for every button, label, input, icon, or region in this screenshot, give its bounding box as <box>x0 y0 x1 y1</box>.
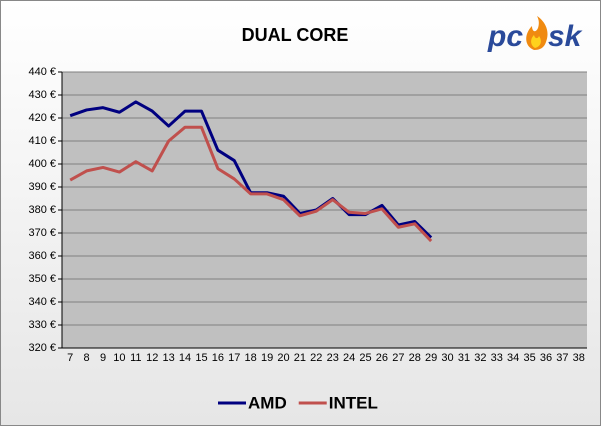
x-tick-label: 21 <box>294 352 306 364</box>
x-tick-label: 7 <box>67 352 73 364</box>
x-tick-label: 25 <box>359 352 371 364</box>
y-tick-label: 390 € <box>28 181 56 193</box>
x-tick-label: 12 <box>146 352 158 364</box>
y-tick-label: 360 € <box>28 250 56 262</box>
x-tick-label: 38 <box>573 352 585 364</box>
x-tick-label: 22 <box>310 352 322 364</box>
x-tick-label: 13 <box>163 352 175 364</box>
x-tick-label: 8 <box>84 352 90 364</box>
x-tick-label: 32 <box>474 352 486 364</box>
x-tick-label: 28 <box>409 352 421 364</box>
x-tick-label: 35 <box>523 352 535 364</box>
x-tick-label: 17 <box>228 352 240 364</box>
y-tick-label: 350 € <box>28 273 56 285</box>
y-tick-label: 320 € <box>28 342 56 354</box>
y-tick-label: 370 € <box>28 227 56 239</box>
x-tick-label: 14 <box>179 352 191 364</box>
logo-right: sk <box>548 20 583 53</box>
x-tick-label: 30 <box>441 352 453 364</box>
x-tick-label: 36 <box>540 352 552 364</box>
y-tick-label: 340 € <box>28 296 56 308</box>
x-tick-label: 10 <box>113 352 125 364</box>
x-tick-label: 18 <box>245 352 257 364</box>
legend-label: AMD <box>248 393 287 412</box>
x-tick-label: 20 <box>277 352 289 364</box>
x-tick-label: 31 <box>458 352 470 364</box>
x-tick-label: 24 <box>343 352 355 364</box>
y-tick-label: 400 € <box>28 158 56 170</box>
y-tick-label: 410 € <box>28 135 56 147</box>
x-tick-label: 26 <box>376 352 388 364</box>
y-tick-label: 330 € <box>28 319 56 331</box>
y-tick-label: 440 € <box>28 66 56 78</box>
legend-label: INTEL <box>329 393 378 412</box>
x-tick-label: 19 <box>261 352 273 364</box>
y-tick-label: 380 € <box>28 204 56 216</box>
series-line <box>69 125 433 243</box>
logo: pc sk <box>487 16 583 53</box>
x-tick-label: 34 <box>507 352 519 364</box>
x-tick-label: 37 <box>556 352 568 364</box>
x-tick-label: 27 <box>392 352 404 364</box>
x-tick-label: 16 <box>212 352 224 364</box>
logo-flame-core <box>531 35 541 48</box>
y-tick-label: 420 € <box>28 112 56 124</box>
x-tick-label: 33 <box>491 352 503 364</box>
x-tick-label: 15 <box>195 352 207 364</box>
x-tick-label: 29 <box>425 352 437 364</box>
chart-title: DUAL CORE <box>242 25 349 45</box>
y-tick-label: 430 € <box>28 89 56 101</box>
x-tick-label: 23 <box>327 352 339 364</box>
x-tick-label: 9 <box>100 352 106 364</box>
logo-left: pc <box>487 20 523 53</box>
x-tick-label: 11 <box>130 352 141 364</box>
